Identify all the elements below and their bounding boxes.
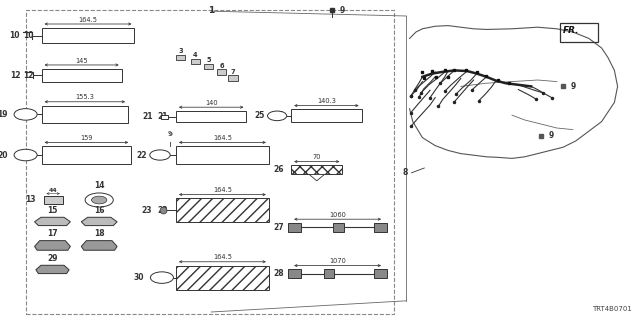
Bar (288, 223, 301, 232)
Text: 1060: 1060 (329, 212, 346, 218)
Bar (42, 146, 131, 164)
Bar (161, 115, 168, 118)
Text: FR.: FR. (563, 26, 580, 35)
Text: 21: 21 (158, 112, 168, 121)
Text: 3: 3 (178, 48, 183, 54)
Bar (44, 196, 63, 204)
Text: 4: 4 (193, 52, 198, 58)
Text: 44: 44 (49, 188, 58, 193)
Text: 18: 18 (94, 229, 104, 238)
Text: 14: 14 (94, 181, 104, 190)
Text: 22: 22 (137, 150, 147, 160)
Bar (176, 111, 246, 122)
Text: 8: 8 (403, 168, 408, 177)
Bar (176, 55, 185, 60)
Text: 16: 16 (94, 206, 104, 215)
Text: 23: 23 (141, 206, 152, 215)
Text: 20: 20 (24, 150, 34, 160)
Text: 21: 21 (143, 112, 153, 121)
Text: 164.5: 164.5 (213, 254, 232, 260)
Text: 17: 17 (47, 229, 58, 238)
Text: 25: 25 (254, 111, 264, 120)
Text: 70: 70 (312, 154, 321, 160)
Bar (324, 269, 334, 278)
Text: 140.3: 140.3 (317, 98, 336, 104)
Circle shape (92, 196, 107, 204)
Bar (374, 269, 387, 278)
Bar (204, 64, 213, 69)
Text: 13: 13 (26, 196, 36, 204)
Bar (176, 198, 269, 222)
Polygon shape (36, 265, 69, 274)
Bar (191, 59, 200, 64)
Text: 10: 10 (9, 31, 19, 40)
Polygon shape (35, 217, 70, 226)
Bar (291, 109, 362, 122)
Circle shape (14, 149, 37, 161)
Polygon shape (35, 241, 70, 250)
Polygon shape (309, 174, 324, 181)
Text: 30: 30 (158, 273, 168, 282)
Bar (560, 23, 598, 42)
Text: 9: 9 (169, 132, 173, 137)
Text: 159: 159 (80, 135, 93, 141)
Text: 140: 140 (205, 100, 218, 106)
Text: 23: 23 (158, 206, 168, 215)
Text: 12: 12 (11, 71, 21, 80)
Text: 155.3: 155.3 (76, 94, 94, 100)
Bar (228, 75, 237, 81)
Text: 19: 19 (0, 110, 8, 119)
Text: 28: 28 (273, 269, 284, 278)
Text: 9: 9 (548, 132, 554, 140)
Text: 25: 25 (273, 111, 284, 120)
Bar (333, 223, 344, 232)
Text: 12: 12 (24, 71, 34, 80)
Text: 20: 20 (0, 150, 8, 160)
Bar (42, 28, 134, 43)
Bar (176, 266, 269, 290)
Text: 9: 9 (571, 82, 576, 91)
Text: 10: 10 (24, 31, 34, 40)
Text: 5: 5 (206, 57, 211, 63)
Text: 164.5: 164.5 (79, 17, 97, 23)
Circle shape (14, 108, 37, 120)
Circle shape (268, 111, 287, 121)
Text: 145: 145 (76, 58, 88, 64)
Text: 27: 27 (273, 223, 284, 232)
Polygon shape (81, 241, 117, 250)
Text: 164.5: 164.5 (213, 187, 232, 193)
Text: TRT4B0701: TRT4B0701 (593, 306, 632, 312)
Bar (176, 146, 269, 164)
Bar (26, 10, 394, 314)
Text: 22: 22 (158, 150, 168, 160)
Text: 29: 29 (47, 254, 58, 263)
Text: 1070: 1070 (329, 258, 346, 264)
Text: 6: 6 (219, 63, 224, 69)
Text: 30: 30 (134, 273, 144, 282)
Text: 15: 15 (47, 206, 58, 215)
Bar (42, 106, 128, 123)
Bar (291, 165, 342, 174)
Text: 164.5: 164.5 (213, 135, 232, 141)
Bar (288, 269, 301, 278)
Polygon shape (81, 217, 117, 226)
Text: 19: 19 (24, 110, 34, 119)
Text: 26: 26 (273, 165, 284, 174)
Circle shape (85, 193, 113, 207)
Circle shape (150, 272, 173, 284)
Bar (374, 223, 387, 232)
Text: 1: 1 (208, 6, 214, 15)
Text: 7: 7 (230, 68, 236, 75)
Text: 9: 9 (339, 6, 344, 15)
Text: 9: 9 (168, 131, 172, 137)
Bar (42, 69, 122, 82)
Bar (217, 69, 226, 75)
Circle shape (150, 150, 170, 160)
